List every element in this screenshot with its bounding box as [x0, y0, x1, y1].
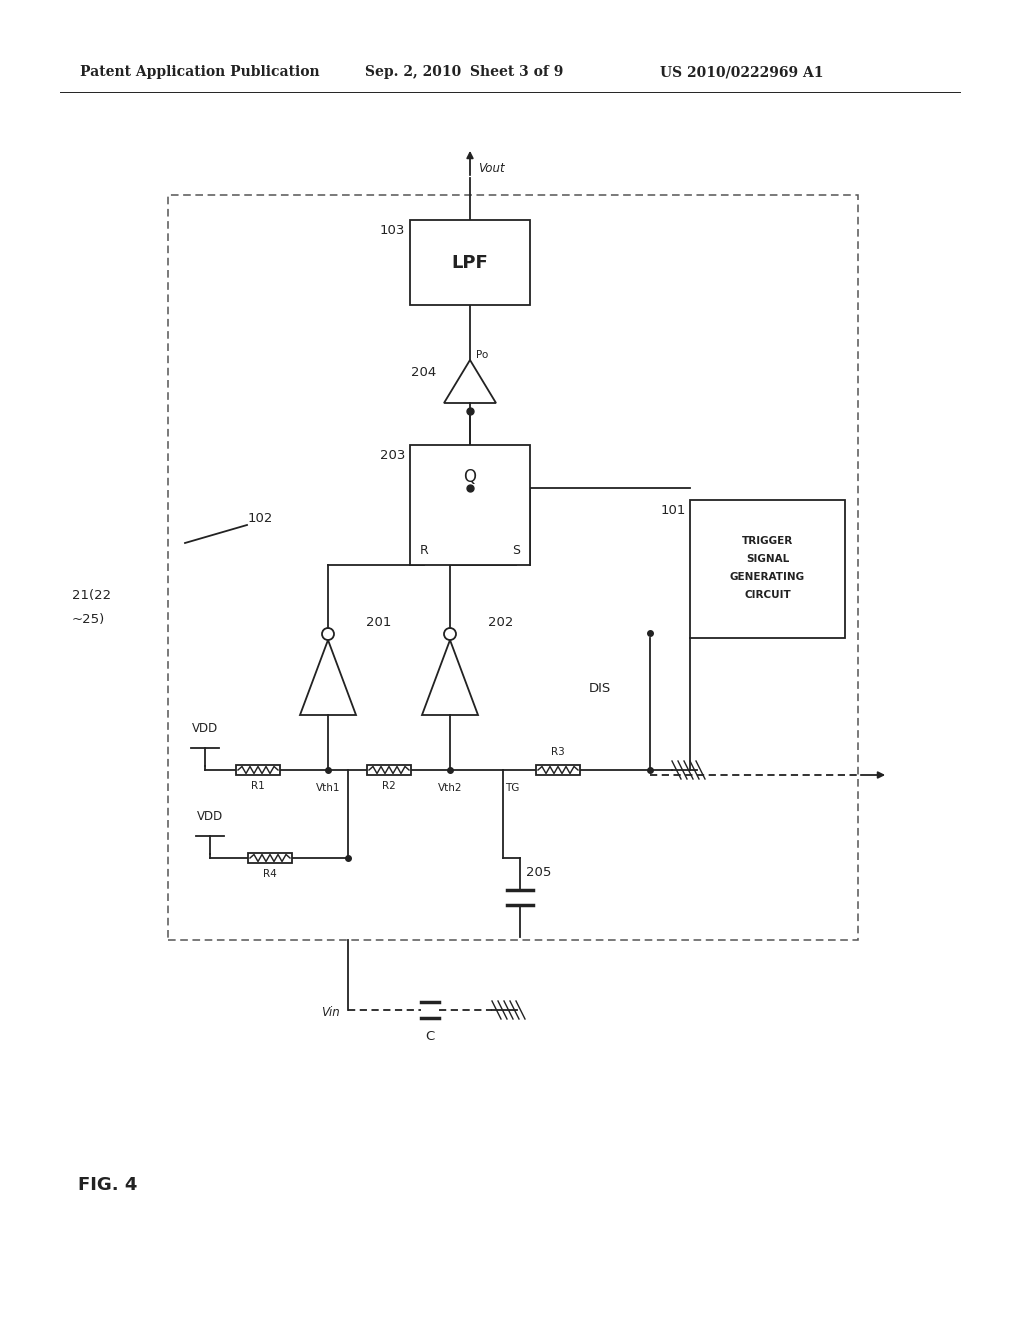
Text: Vout: Vout [478, 161, 505, 174]
Text: S: S [512, 544, 520, 557]
Text: Sheet 3 of 9: Sheet 3 of 9 [470, 65, 563, 79]
Text: Patent Application Publication: Patent Application Publication [80, 65, 319, 79]
Text: 102: 102 [248, 511, 273, 524]
Text: TG: TG [505, 783, 519, 793]
Text: VDD: VDD [197, 809, 223, 822]
Text: 202: 202 [488, 615, 513, 628]
Text: 201: 201 [366, 615, 391, 628]
Text: 203: 203 [380, 449, 406, 462]
Bar [690, 500, 845, 638]
Text: SIGNAL: SIGNAL [745, 554, 790, 564]
Text: US 2010/0222969 A1: US 2010/0222969 A1 [660, 65, 823, 79]
Text: R: R [420, 544, 428, 557]
Text: R2: R2 [382, 781, 396, 791]
Bar [248, 853, 292, 863]
Text: Q: Q [464, 469, 476, 486]
Text: GENERATING: GENERATING [730, 572, 805, 582]
Text: R3: R3 [551, 747, 565, 756]
Text: Vin: Vin [322, 1006, 340, 1019]
Bar [367, 766, 411, 775]
Text: Vth1: Vth1 [315, 783, 340, 793]
Bar [168, 195, 858, 940]
Text: 101: 101 [660, 504, 686, 517]
Text: LPF: LPF [452, 253, 488, 272]
Text: 205: 205 [526, 866, 551, 879]
Text: TRIGGER: TRIGGER [741, 536, 794, 546]
Bar [236, 766, 280, 775]
Text: 103: 103 [380, 224, 406, 238]
Text: ~25): ~25) [72, 614, 105, 627]
Text: VDD: VDD [191, 722, 218, 734]
Text: DIS: DIS [589, 681, 611, 694]
Text: 21(22: 21(22 [72, 589, 112, 602]
Text: R1: R1 [251, 781, 265, 791]
Text: Po: Po [476, 350, 488, 360]
Text: R4: R4 [263, 869, 276, 879]
Text: 204: 204 [411, 366, 436, 379]
Text: CIRCUIT: CIRCUIT [744, 590, 791, 601]
Text: Sep. 2, 2010: Sep. 2, 2010 [365, 65, 461, 79]
Text: FIG. 4: FIG. 4 [78, 1176, 137, 1195]
Text: C: C [425, 1030, 434, 1043]
Text: Vth2: Vth2 [437, 783, 462, 793]
Bar [410, 445, 530, 565]
Bar [410, 220, 530, 305]
Bar [536, 766, 580, 775]
